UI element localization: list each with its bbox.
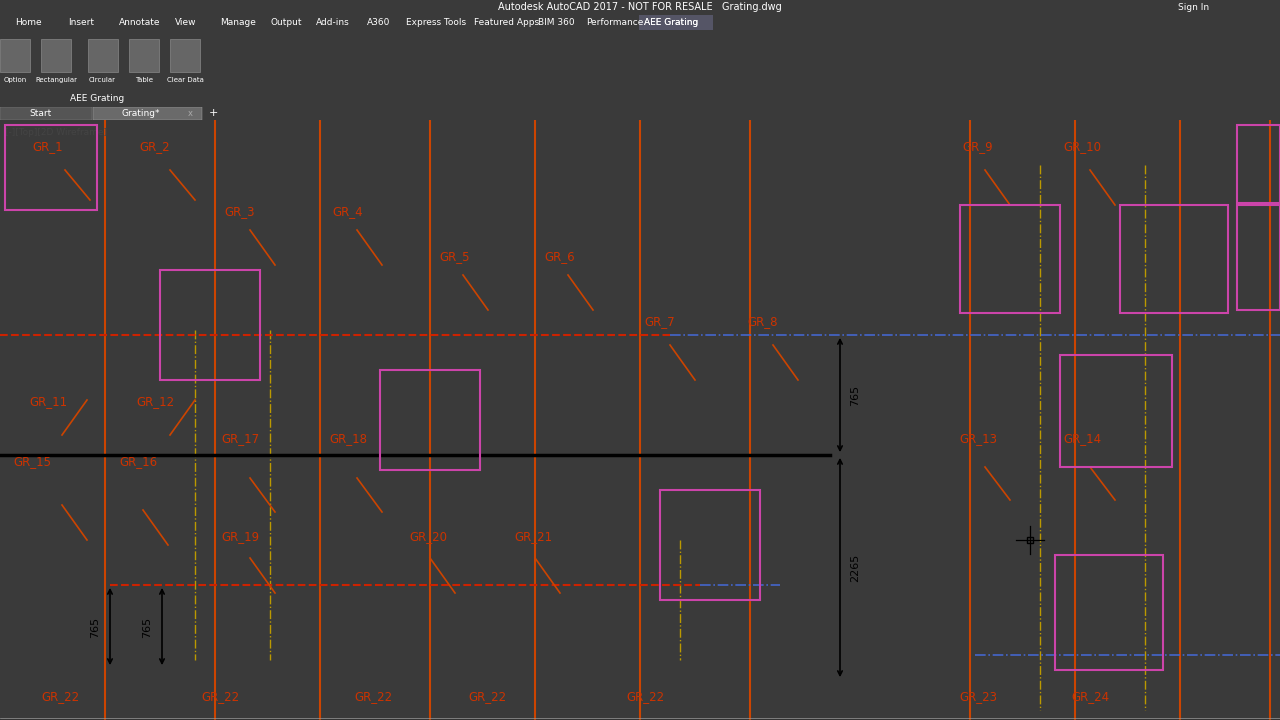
- Text: Express Tools: Express Tools: [406, 18, 466, 27]
- Text: 765: 765: [90, 616, 100, 638]
- Text: GR_15: GR_15: [13, 455, 51, 468]
- Text: [-][Top][2D Wireframe]: [-][Top][2D Wireframe]: [5, 128, 108, 137]
- Text: GR_13: GR_13: [959, 432, 997, 445]
- Text: AEE Grating: AEE Grating: [644, 18, 698, 27]
- Bar: [660, 490, 760, 600]
- Text: GR_12: GR_12: [136, 395, 174, 408]
- Text: Output: Output: [270, 18, 302, 27]
- Text: GR_4: GR_4: [333, 205, 364, 218]
- Bar: [41, 39, 72, 72]
- Bar: [1236, 125, 1280, 203]
- Text: Performance: Performance: [586, 18, 644, 27]
- Text: GR_21: GR_21: [515, 530, 552, 543]
- Bar: [5, 125, 97, 210]
- Text: 765: 765: [850, 384, 860, 405]
- Text: GR_19: GR_19: [221, 530, 259, 543]
- Bar: [1060, 355, 1172, 467]
- Text: A360: A360: [367, 18, 390, 27]
- Text: GR_1: GR_1: [33, 140, 63, 153]
- Text: +: +: [209, 109, 218, 119]
- Text: GR_22: GR_22: [41, 690, 79, 703]
- Text: GR_9: GR_9: [963, 140, 993, 153]
- Bar: [1055, 555, 1164, 670]
- Bar: [170, 39, 201, 72]
- Text: Annotate: Annotate: [119, 18, 160, 27]
- Text: AEE Grating: AEE Grating: [644, 18, 698, 27]
- Text: GR_11: GR_11: [29, 395, 67, 408]
- Text: GR_10: GR_10: [1062, 140, 1101, 153]
- Text: Add-ins: Add-ins: [316, 18, 349, 27]
- Text: GR_22: GR_22: [626, 690, 664, 703]
- Bar: [0, 39, 29, 72]
- Bar: [380, 370, 480, 470]
- Text: x: x: [188, 109, 193, 118]
- Text: Autodesk AutoCAD 2017 - NOT FOR RESALE   Grating.dwg: Autodesk AutoCAD 2017 - NOT FOR RESALE G…: [498, 2, 782, 12]
- Text: GR_24: GR_24: [1071, 690, 1108, 703]
- Text: Sign In: Sign In: [1178, 3, 1208, 12]
- Text: GR_22: GR_22: [355, 690, 392, 703]
- Text: 765: 765: [142, 616, 152, 638]
- Text: BIM 360: BIM 360: [538, 18, 575, 27]
- Text: GR_8: GR_8: [748, 315, 778, 328]
- Text: Option: Option: [4, 77, 27, 83]
- Text: GR_3: GR_3: [225, 205, 255, 218]
- Text: View: View: [175, 18, 197, 27]
- Text: Circular: Circular: [90, 77, 116, 83]
- Bar: [1236, 205, 1280, 310]
- Bar: [1120, 205, 1228, 313]
- Text: GR_7: GR_7: [645, 315, 676, 328]
- Text: GR_20: GR_20: [410, 530, 447, 543]
- Bar: [639, 15, 713, 30]
- Text: Featured Apps: Featured Apps: [474, 18, 539, 27]
- Text: GR_17: GR_17: [221, 432, 259, 445]
- Text: GR_6: GR_6: [545, 250, 575, 263]
- Text: Clear Data: Clear Data: [166, 77, 204, 83]
- Text: Manage: Manage: [220, 18, 256, 27]
- Text: Table: Table: [134, 77, 154, 83]
- Text: Start: Start: [29, 109, 51, 118]
- Text: GR_2: GR_2: [140, 140, 170, 153]
- Text: GR_5: GR_5: [440, 250, 470, 263]
- Text: GR_23: GR_23: [959, 690, 997, 703]
- Bar: [129, 39, 159, 72]
- Text: GR_18: GR_18: [329, 432, 367, 445]
- Bar: [0, 107, 92, 120]
- Text: GR_14: GR_14: [1062, 432, 1101, 445]
- Text: Home: Home: [15, 18, 42, 27]
- Bar: [160, 270, 260, 380]
- Text: GR_22: GR_22: [468, 690, 506, 703]
- Text: 2265: 2265: [850, 554, 860, 582]
- Bar: [960, 205, 1060, 313]
- Text: AEE Grating: AEE Grating: [69, 94, 124, 103]
- Text: Grating*: Grating*: [122, 109, 160, 118]
- Text: Rectangular: Rectangular: [36, 77, 78, 83]
- Bar: [87, 39, 118, 72]
- Text: Insert: Insert: [68, 18, 93, 27]
- Text: GR_22: GR_22: [201, 690, 239, 703]
- Bar: [93, 107, 202, 120]
- Text: GR_16: GR_16: [119, 455, 157, 468]
